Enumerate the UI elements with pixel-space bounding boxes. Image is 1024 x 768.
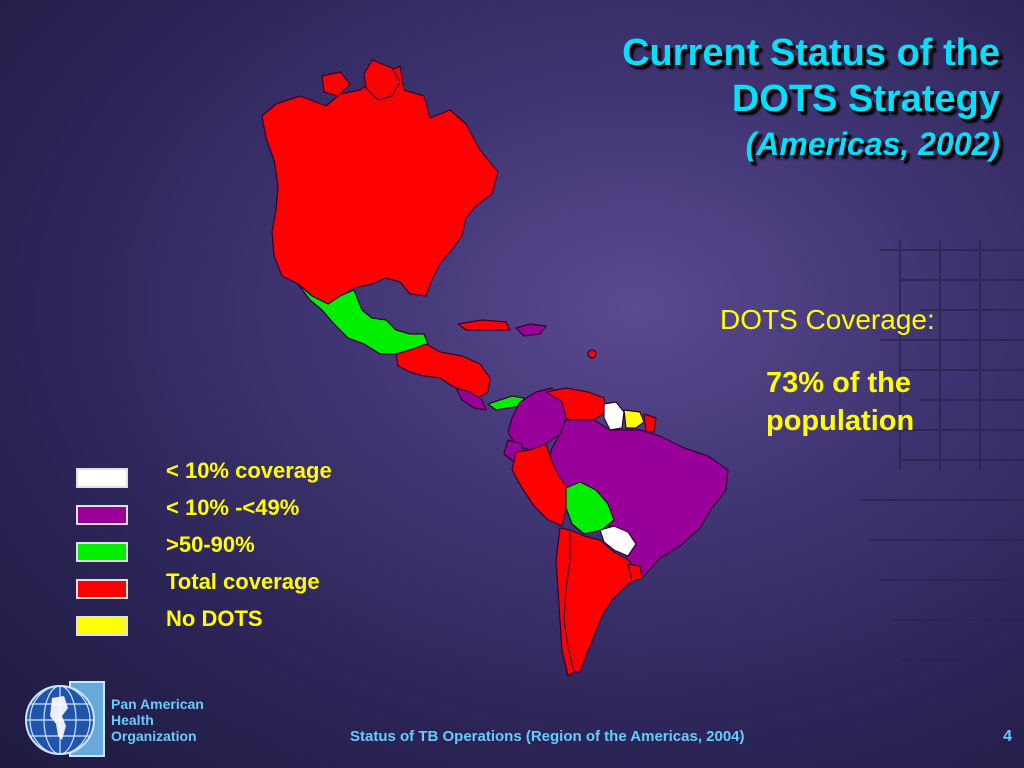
legend-label: >50-90% [166, 532, 255, 557]
region-venezuela [545, 387, 607, 425]
region-argentina [563, 529, 641, 673]
region-suriname [623, 409, 645, 429]
region-puerto-rico [587, 349, 597, 359]
region-bolivia [565, 481, 615, 535]
legend-label: No DOTS [166, 606, 263, 631]
region-mexico [297, 283, 429, 355]
coverage-value: 73% of the population [766, 367, 915, 437]
paho-globe-logo-icon [25, 681, 105, 757]
org-name: Pan American Health Organization [111, 696, 204, 744]
region-greenland [363, 59, 401, 101]
region-haiti-dr [515, 323, 547, 337]
legend-swatch-red [76, 579, 128, 599]
region-north-america [261, 65, 499, 305]
legend-label: Total coverage [166, 569, 320, 594]
legend-swatch-yellow [76, 616, 128, 636]
region-central-america [395, 343, 491, 399]
legend-label: < 10% coverage [166, 458, 332, 483]
page-title-line2: DOTS Strategy [731, 78, 1000, 120]
legend-swatch-purple [76, 505, 128, 525]
legend-swatch-white [76, 468, 128, 488]
page-number: 4 [1003, 728, 1012, 745]
region-paraguay [599, 525, 637, 557]
coverage-label: DOTS Coverage: [720, 304, 935, 335]
page-subtitle: (Americas, 2002) [745, 126, 1000, 162]
region-uruguay [627, 563, 643, 583]
region-honduras [455, 387, 487, 411]
region-arctic-islands [321, 71, 351, 97]
title-block: Current Status of the DOTS Strategy (Ame… [622, 30, 1000, 166]
footer-source: Status of TB Operations (Region of the A… [350, 728, 745, 745]
page-title-line1: Current Status of the [622, 32, 1000, 74]
legend-swatch-green [76, 542, 128, 562]
region-cuba [457, 319, 511, 331]
region-colombia [507, 387, 567, 451]
region-guyana [603, 401, 625, 431]
legend-label: < 10% -<49% [166, 495, 300, 520]
region-french-guiana [643, 413, 657, 433]
